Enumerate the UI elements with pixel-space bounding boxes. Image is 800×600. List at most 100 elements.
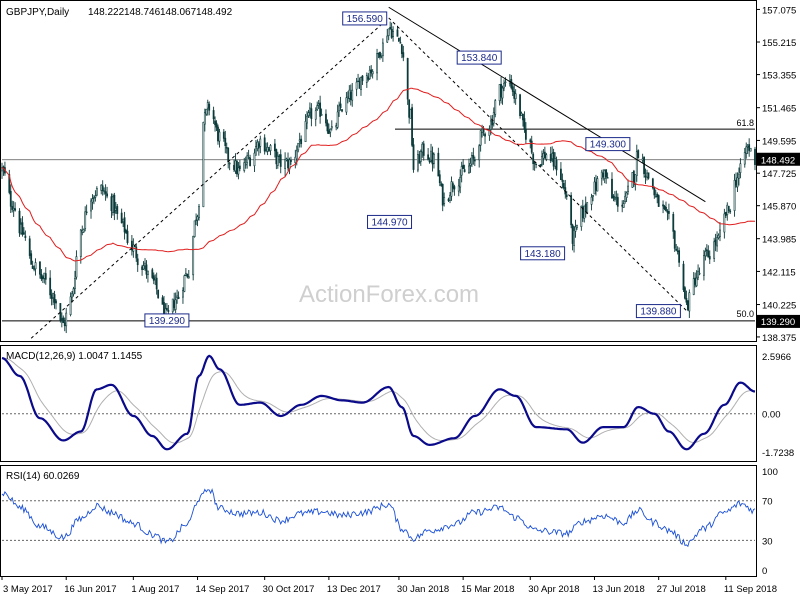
candle-body: [418, 154, 421, 164]
candle-body: [22, 232, 25, 235]
candle-body: [428, 160, 431, 163]
candle-body: [184, 272, 187, 276]
candle-body: [177, 296, 180, 299]
x-tick-label: 3 May 2017: [3, 584, 53, 595]
candle-body: [627, 185, 629, 192]
price-label-box: [520, 246, 566, 261]
candle-body: [348, 89, 351, 99]
candle-body: [233, 165, 235, 170]
current-price-marker: [757, 152, 800, 166]
candle-body: [380, 53, 383, 57]
candle-body: [529, 139, 532, 142]
candle-body: [317, 103, 320, 106]
candle-body: [662, 204, 664, 207]
candle-body: [738, 173, 740, 179]
candle-body: [85, 211, 88, 214]
price-tick-label: 155.215: [762, 38, 796, 49]
candle-body: [703, 255, 705, 276]
candle-body: [41, 276, 44, 280]
candle-body: [443, 197, 446, 204]
candle-body: [616, 197, 619, 207]
price-tick-label: 142.115: [762, 267, 796, 278]
candle-body: [74, 278, 76, 289]
candle-body: [473, 159, 476, 162]
candle-body: [365, 75, 368, 83]
candle-body: [510, 79, 513, 89]
candle-body: [541, 156, 543, 165]
candle-body: [257, 143, 260, 149]
candle-body: [549, 153, 552, 161]
candle-body: [335, 125, 338, 128]
macd-panel: [0, 345, 757, 462]
candle-body: [717, 235, 720, 239]
candle-body: [570, 195, 573, 226]
candle-body: [646, 172, 648, 178]
rsi-title: RSI(14) 60.0269: [6, 471, 80, 482]
candle-body: [666, 211, 669, 213]
current-price-label: 148.492: [761, 155, 795, 166]
candle-body: [72, 288, 75, 295]
candle-body: [95, 188, 98, 196]
candle-body: [641, 158, 644, 161]
candle-body: [222, 131, 225, 139]
candle-body: [459, 176, 462, 188]
candle-body: [573, 230, 575, 246]
x-tick-label: 27 Jul 2018: [657, 584, 706, 595]
candle-body: [491, 120, 494, 126]
candle-body: [259, 138, 262, 147]
candle-body: [377, 53, 380, 55]
candle-body: [704, 251, 707, 257]
rsi-layer: [1, 488, 756, 548]
candle-body: [565, 194, 568, 198]
price-label-box: [342, 11, 388, 26]
candle-body: [279, 154, 282, 167]
candle-body: [62, 317, 65, 324]
candle-body: [748, 144, 751, 151]
candles: [1, 21, 756, 334]
candle-body: [602, 172, 605, 178]
candle-body: [707, 250, 710, 258]
x-tick-label: 11 Sep 2018: [724, 584, 777, 595]
candle-body: [253, 152, 256, 167]
candle-body: [218, 131, 221, 142]
price-title: GBPJPY,Daily: [6, 7, 69, 18]
candle-body: [685, 298, 688, 303]
candle-body: [141, 266, 143, 270]
macd-line: [1, 354, 756, 451]
x-tick-label: 16 Jun 2017: [64, 584, 116, 595]
candle-body: [55, 300, 57, 304]
candle-body: [545, 154, 548, 160]
candle-body: [663, 206, 666, 210]
rsi-tick-label: 30: [762, 536, 773, 547]
price-tick-label: 140.225: [762, 301, 796, 312]
candle-body: [574, 226, 577, 232]
candle-body: [263, 137, 266, 152]
candle-body: [653, 187, 656, 196]
candle-body: [114, 207, 117, 211]
candle-body: [116, 206, 119, 214]
candle-body: [166, 307, 168, 310]
candle-body: [484, 133, 486, 137]
macd-tick-label: 0.00: [762, 410, 781, 421]
candle-body: [234, 160, 237, 172]
candle-body: [406, 58, 409, 100]
candle-body: [595, 182, 597, 191]
price-label-box: [585, 137, 631, 152]
candle-body: [325, 113, 327, 124]
price-label-text: 156.590: [347, 14, 384, 25]
candle-body: [504, 81, 507, 84]
candle-body: [316, 105, 319, 111]
price-tick-label: 157.075: [762, 5, 796, 16]
candle-body: [494, 100, 497, 115]
candle-body: [533, 161, 536, 164]
candle-body: [686, 300, 689, 310]
candle-body: [489, 120, 492, 130]
candle-body: [297, 142, 300, 151]
candle-body: [705, 249, 708, 252]
price-label-box: [456, 50, 502, 65]
candle-body: [551, 153, 554, 160]
candle-body: [603, 170, 606, 179]
candle-body: [360, 77, 362, 90]
candle-body: [104, 191, 107, 194]
candle-body: [644, 175, 647, 178]
